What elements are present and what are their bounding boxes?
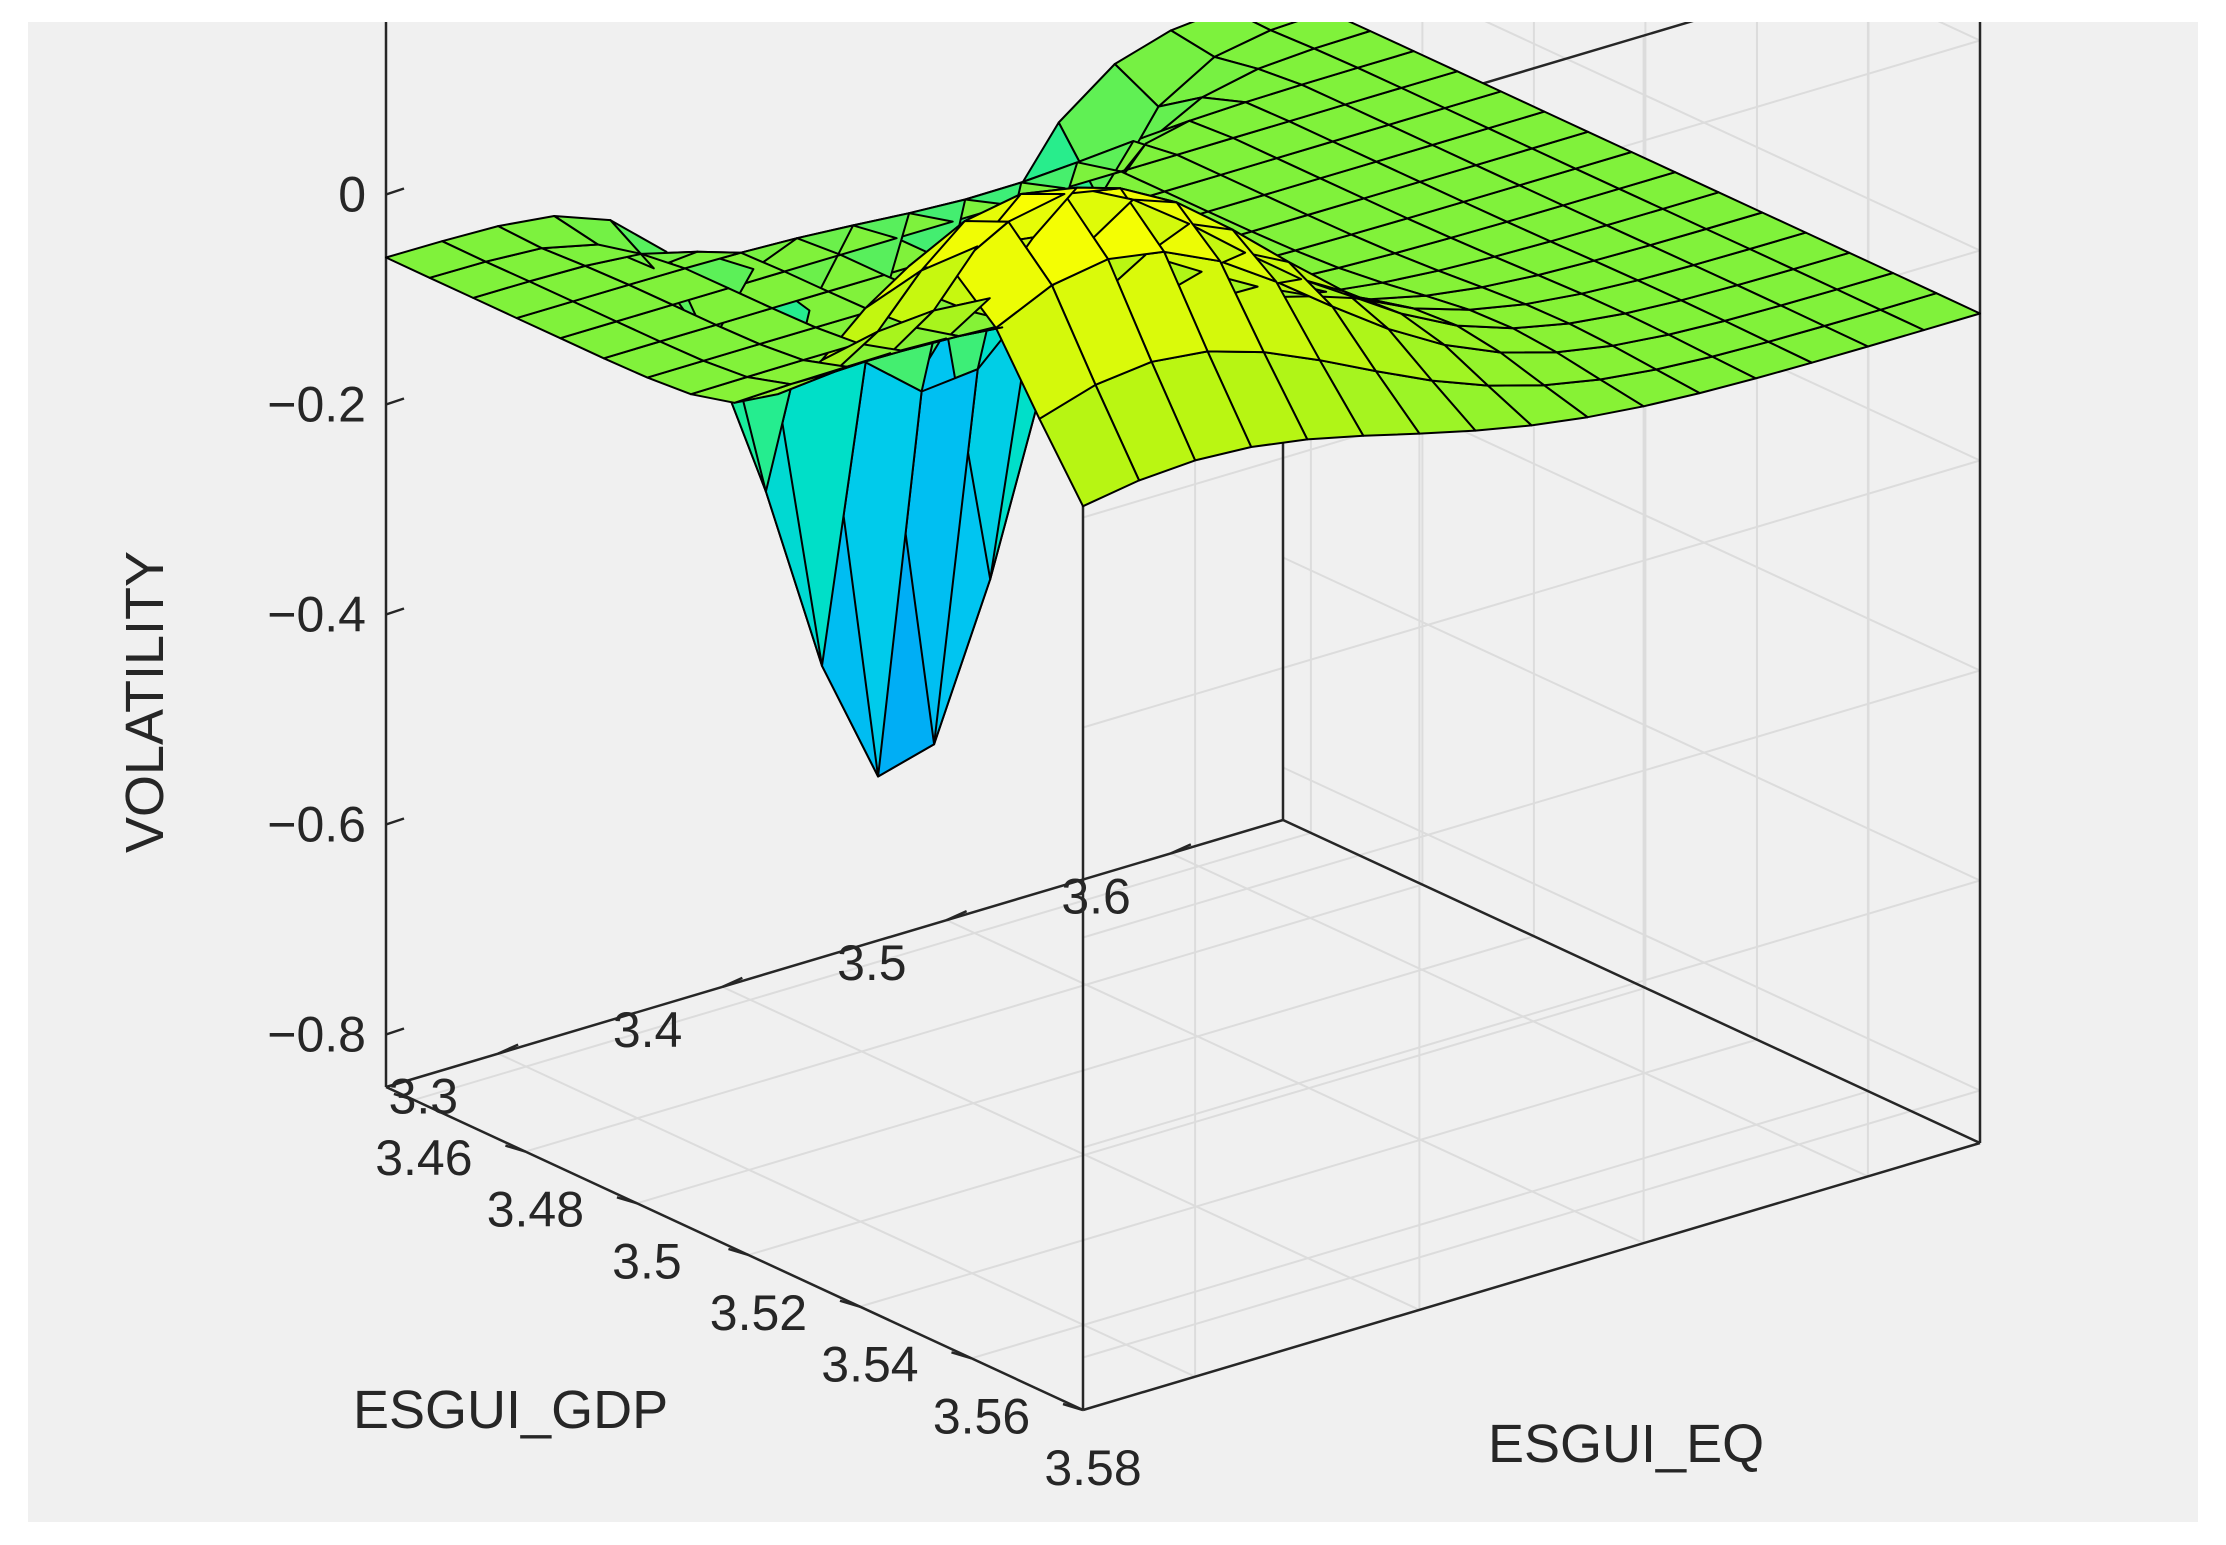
y-tick-label: 3.4: [613, 1002, 683, 1058]
grid-line: [1282, 766, 1981, 1092]
z-tick-label: 0: [338, 167, 366, 223]
grid-line: [1082, 879, 1981, 1149]
y-tick-mark: [946, 909, 968, 922]
z-tick-mark: [385, 187, 405, 196]
x-axis-label: ESGUI_EQ: [1488, 1414, 1764, 1474]
x-tick-label: 3.5: [612, 1233, 682, 1289]
surface-chart: −0.8−0.6−0.4−0.200.23.33.43.53.63.463.48…: [115, 22, 1982, 1496]
x-tick-label: 3.58: [1044, 1440, 1141, 1496]
x-tick-label: 3.54: [821, 1337, 918, 1393]
axis-ticks: −0.8−0.6−0.4−0.200.23.33.43.53.63.463.48…: [267, 167, 1192, 1496]
surface-mesh: [385, 22, 1981, 778]
z-tick-label: −0.2: [267, 377, 366, 433]
z-tick-label: −0.6: [267, 797, 366, 853]
grid-line: [1082, 1089, 1981, 1359]
y-axis-label: ESGUI_GDP: [353, 1380, 668, 1440]
x-tick-label: 3.56: [933, 1388, 1030, 1444]
axis-line: [1282, 818, 1981, 1145]
z-tick-mark: [385, 607, 405, 616]
grid-line: [1082, 669, 1981, 939]
x-tick-label: 3.52: [710, 1285, 807, 1341]
y-tick-mark: [1170, 843, 1192, 855]
x-tick-mark: [951, 1351, 972, 1360]
z-axis-label: VOLATILITY: [115, 551, 175, 853]
grid-line: [1937, 22, 1981, 42]
x-tick-mark: [616, 1196, 638, 1205]
x-tick-label: 3.46: [375, 1130, 472, 1186]
y-tick-label: 3.6: [1061, 868, 1131, 924]
grid-line: [636, 935, 1535, 1205]
z-tick-label: −0.4: [267, 587, 366, 643]
axes-box: [384, 22, 1982, 1412]
surface-patch: [385, 240, 487, 279]
grid-line: [1082, 459, 1981, 729]
x-tick-mark: [839, 1299, 861, 1308]
x-tick-mark: [505, 1144, 526, 1153]
y-axis-line: [385, 818, 1284, 1089]
x-axis-line: [385, 1085, 1084, 1412]
y-tick-mark: [721, 976, 743, 989]
axis-line: [1082, 1141, 1981, 1412]
x-tick-mark: [393, 1092, 415, 1102]
x-tick-mark: [728, 1247, 749, 1257]
grid-line: [497, 1052, 1196, 1378]
figure-panel: −0.8−0.6−0.4−0.200.23.33.43.53.63.463.48…: [28, 22, 2198, 1522]
grid-line: [859, 1038, 1758, 1308]
x-tick-label: 3.48: [487, 1182, 584, 1238]
z-tick-mark: [385, 817, 405, 826]
grid-line: [721, 985, 1420, 1311]
grid-line: [413, 831, 1312, 1101]
grid-line: [1170, 852, 1869, 1178]
grid-line: [525, 883, 1423, 1153]
y-tick-mark: [497, 1043, 519, 1055]
grid-line: [1282, 556, 1981, 882]
grid-line: [748, 987, 1646, 1256]
z-tick-label: −0.8: [267, 1007, 366, 1063]
z-tick-mark: [385, 397, 405, 406]
x-tick-mark: [1062, 1402, 1084, 1412]
grid-line: [1484, 22, 1981, 252]
grid-line: [946, 919, 1645, 1245]
z-tick-mark: [385, 1027, 405, 1036]
y-tick-label: 3.5: [837, 935, 907, 991]
